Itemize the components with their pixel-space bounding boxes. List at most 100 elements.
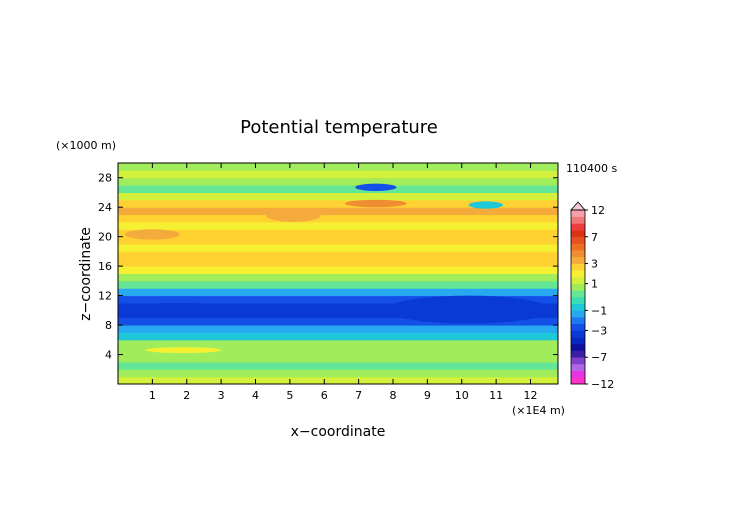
x-tick-label: 6 <box>321 389 328 402</box>
colorbar-segment <box>571 370 585 378</box>
heatmap-row <box>118 214 558 223</box>
heatmap-feature <box>468 201 503 209</box>
heatmap-row <box>118 310 558 319</box>
colorbar-segment <box>571 297 585 304</box>
colorbar-segment <box>571 377 585 385</box>
colorbar-segment <box>571 243 585 251</box>
x-tick-label: 3 <box>218 389 225 402</box>
colorbar-segment <box>571 357 585 365</box>
colorbar-tick-label: 12 <box>591 204 605 217</box>
x-tick-label: 2 <box>183 389 190 402</box>
colorbar-tick-label: −12 <box>591 378 614 391</box>
heatmap-row <box>118 266 558 274</box>
colorbar-tick-label: 1 <box>591 278 598 291</box>
y-unit-label: (×1000 m) <box>56 139 116 152</box>
colorbar-segment <box>571 350 585 358</box>
y-tick-label: 24 <box>98 201 112 214</box>
chart-title: Potential temperature <box>240 117 438 138</box>
x-tick-label: 5 <box>286 389 293 402</box>
y-tick-label: 12 <box>98 290 112 303</box>
heatmap-row <box>118 369 558 378</box>
time-label: 110400 s <box>566 162 617 175</box>
y-tick-label: 16 <box>98 260 112 273</box>
heatmap-feature <box>124 229 180 240</box>
heatmap-row <box>118 258 558 267</box>
colorbar-tick-label: −1 <box>591 304 607 317</box>
heatmap-row <box>118 177 558 186</box>
colorbar-segment <box>571 303 585 311</box>
colorbar-segment <box>571 223 585 231</box>
colorbar-segment <box>571 330 585 338</box>
y-tick-label: 20 <box>98 231 112 244</box>
x-tick-label: 12 <box>524 389 538 402</box>
y-tick-label: 28 <box>98 172 112 185</box>
heatmap-row <box>118 354 558 363</box>
colorbar-segment <box>571 263 585 271</box>
x-tick-label: 4 <box>252 389 259 402</box>
x-tick-label: 7 <box>355 389 362 402</box>
y-axis-label: z−coordinate <box>78 227 94 321</box>
x-tick-label: 1 <box>149 389 156 402</box>
colorbar-segment <box>571 310 585 318</box>
heatmap-row <box>118 251 558 260</box>
heatmap-row <box>118 273 558 282</box>
heatmap-feature <box>121 302 239 318</box>
colorbar: 12 7 3 1 −1 −3 −7 −12 <box>570 201 614 391</box>
colorbar-frame <box>570 209 586 385</box>
heatmap-row <box>118 332 558 341</box>
heatmap-row <box>118 325 558 333</box>
colorbar-segment <box>571 256 585 264</box>
heatmap-row <box>118 347 558 356</box>
colorbar-segment <box>571 323 585 331</box>
colorbar-segment <box>571 363 585 371</box>
heatmap-row <box>118 236 558 245</box>
plot-frame <box>117 162 559 385</box>
x-tick-label: 9 <box>424 389 431 402</box>
heatmap-feature <box>344 199 407 208</box>
colorbar-segment <box>571 317 585 325</box>
colorbar-segment <box>571 283 585 291</box>
colorbar-tick-label: 7 <box>591 231 598 244</box>
colorbar-segment <box>571 210 585 217</box>
heatmap-row <box>118 229 558 238</box>
heatmap-row <box>118 199 558 208</box>
y-tick-label: 8 <box>105 319 112 332</box>
colorbar-segment <box>571 250 585 258</box>
heatmap-row <box>118 295 558 304</box>
heatmap-row <box>118 317 558 326</box>
colorbar-tick-label: −7 <box>591 351 607 364</box>
colorbar-extend-arrow <box>570 201 586 211</box>
x-unit-label: (×1E4 m) <box>512 404 565 417</box>
colorbar-tick-label: 3 <box>591 258 598 271</box>
plot-area <box>118 163 558 385</box>
x-tick-label: 10 <box>455 389 469 402</box>
heatmap-feature <box>355 183 397 191</box>
heatmap-row <box>118 376 558 385</box>
heatmap-row <box>118 288 558 297</box>
colorbar-segment <box>571 270 585 278</box>
heatmap-row <box>118 339 558 348</box>
heatmap-feature <box>386 295 552 324</box>
heatmap-row <box>118 302 558 311</box>
colorbar-segment <box>571 343 585 351</box>
heatmap-row <box>118 207 558 216</box>
colorbar-segment <box>571 276 585 284</box>
colorbar-segment <box>571 216 585 224</box>
heatmap-row <box>118 361 558 370</box>
heatmap-row <box>118 221 558 230</box>
colorbar-segment <box>571 230 585 238</box>
heatmap-row <box>118 280 558 289</box>
heatmap-feature <box>145 347 222 354</box>
colorbar-segment <box>571 337 585 345</box>
x-axis-label: x−coordinate <box>291 424 386 440</box>
colorbar-tick-label: −3 <box>591 324 607 337</box>
x-tick-label: 8 <box>390 389 397 402</box>
x-tick-label: 11 <box>489 389 503 402</box>
heatmap-row <box>118 185 558 193</box>
heatmap-feature <box>265 208 321 222</box>
heatmap-row <box>118 163 558 171</box>
y-tick-label: 4 <box>105 349 112 362</box>
heatmap-row <box>118 170 558 179</box>
